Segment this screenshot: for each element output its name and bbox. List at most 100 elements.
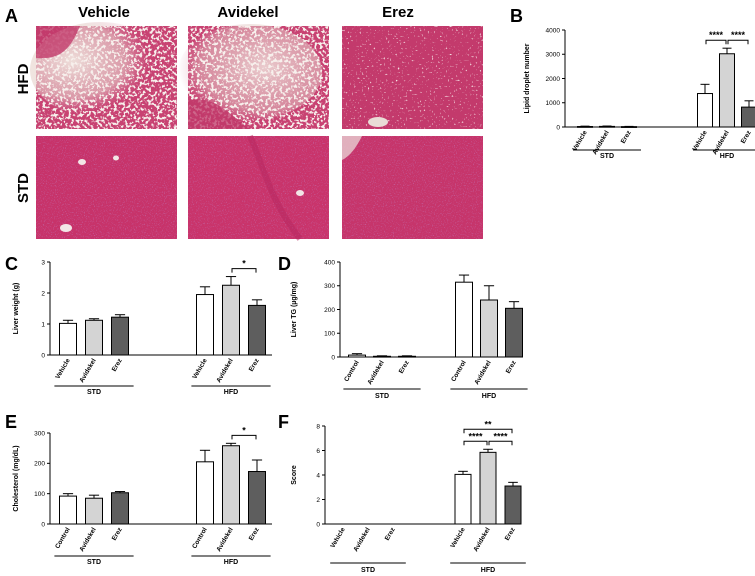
chart-c-significance-bracket bbox=[231, 268, 257, 273]
chart-e-cholesterol: E 0 100 200 300 Cholesterol (mg/dL) Control Avi… bbox=[5, 412, 272, 566]
chart-f-significance-label: **** bbox=[468, 431, 483, 441]
column-header-avidekel: Avidekel bbox=[217, 4, 278, 21]
chart-f-bar bbox=[504, 485, 522, 525]
chart-c-group-label: STD bbox=[87, 389, 101, 396]
chart-f-bar bbox=[385, 523, 401, 524]
chart-b-category-label: Vehicle bbox=[691, 129, 708, 152]
chart-c-bar bbox=[111, 316, 129, 356]
micrograph-hfd-vehicle bbox=[30, 22, 177, 129]
chart-d-category-label: Avidekel bbox=[366, 359, 385, 386]
chart-c-category-label: Erez bbox=[248, 357, 261, 373]
micrograph-std-vehicle bbox=[36, 136, 177, 239]
chart-d-category-label: Avidekel bbox=[473, 359, 492, 386]
chart-e-category-label: Avidekel bbox=[78, 526, 97, 553]
chart-c-bar bbox=[85, 319, 103, 356]
chart-f-bar bbox=[454, 473, 472, 525]
chart-b-category-label: Avidekel bbox=[591, 129, 610, 156]
chart-f-category-label: Erez bbox=[384, 526, 397, 542]
chart-b-ytick-label: 3000 bbox=[546, 52, 561, 59]
chart-b-significance-bracket bbox=[727, 39, 749, 45]
chart-b-ytick-label: 2000 bbox=[546, 76, 561, 83]
chart-d-category-label: Control bbox=[343, 359, 361, 383]
chart-d-category-label: Erez bbox=[398, 359, 411, 375]
chart-d-ylabel: Liver TG (µg/mg) bbox=[291, 282, 298, 338]
chart-e-bar bbox=[59, 495, 77, 525]
row-header-std: STD bbox=[15, 173, 32, 203]
chart-b-category-label: Avidekel bbox=[711, 129, 730, 156]
chart-c-significance-label: * bbox=[242, 259, 246, 269]
chart-b-bar bbox=[697, 93, 713, 128]
panel-e-label: E bbox=[5, 412, 17, 432]
chart-f-significance-bracket bbox=[488, 440, 513, 446]
chart-c-ytick-label: 2 bbox=[41, 290, 45, 297]
chart-f-bar bbox=[479, 451, 497, 525]
chart-d-ytick-label: 100 bbox=[324, 331, 335, 338]
chart-e-ylabel: Cholesterol (mg/dL) bbox=[13, 445, 20, 511]
chart-e-group-label: STD bbox=[87, 559, 101, 566]
chart-f-category-label: Erez bbox=[504, 526, 517, 542]
chart-b-category-label: Vehicle bbox=[571, 129, 588, 152]
chart-f-significance-label: **** bbox=[493, 431, 508, 441]
chart-b-category-label: Erez bbox=[740, 129, 753, 145]
chart-e-significance-bracket bbox=[231, 434, 257, 440]
chart-b-significance-label: **** bbox=[731, 30, 746, 40]
chart-b-ytick-label: 4000 bbox=[546, 27, 561, 34]
panel-b-label: B bbox=[510, 6, 523, 26]
chart-c-ytick-label: 1 bbox=[41, 321, 45, 328]
chart-f-ytick-label: 2 bbox=[316, 497, 320, 504]
chart-f-category-label: Vehicle bbox=[329, 526, 346, 549]
chart-e-bar bbox=[111, 492, 129, 525]
chart-d-liver-tg: D 0 100 200 300 400 Liver TG (µg/mg) Control Avi… bbox=[278, 254, 528, 400]
chart-d-category-label: Erez bbox=[505, 359, 518, 375]
chart-e-significance-label: * bbox=[242, 425, 246, 435]
chart-d-group-label: STD bbox=[375, 393, 389, 400]
chart-f-ytick-label: 4 bbox=[316, 472, 320, 479]
chart-b-ytick-label: 1000 bbox=[546, 100, 561, 107]
chart-b-significance-bracket bbox=[705, 39, 727, 45]
chart-e-ytick-label: 0 bbox=[41, 521, 45, 528]
chart-e-ytick-label: 100 bbox=[34, 491, 45, 498]
chart-f-ytick-label: 6 bbox=[316, 448, 320, 455]
chart-e-group-label: HFD bbox=[224, 559, 238, 566]
chart-d-bar bbox=[398, 355, 416, 358]
chart-d-bar bbox=[455, 281, 473, 358]
chart-b-lipid-droplets: B 0 1000 2000 3000 4000 Lipid droplet number Ve… bbox=[510, 6, 755, 160]
micrograph-hfd-avidekel bbox=[178, 24, 329, 129]
chart-d-group-label: HFD bbox=[482, 393, 496, 400]
chart-d-ytick-label: 400 bbox=[324, 259, 335, 266]
chart-b-ylabel: Lipid droplet number bbox=[524, 43, 531, 113]
chart-b-bar bbox=[741, 106, 755, 128]
panel-a-label: A bbox=[5, 6, 18, 26]
chart-e-bar bbox=[196, 461, 214, 525]
panel-c-label: C bbox=[5, 254, 18, 274]
column-header-erez: Erez bbox=[382, 4, 414, 21]
chart-c-group-label: HFD bbox=[224, 389, 238, 396]
chart-e-bar bbox=[248, 471, 266, 525]
chart-f-bar bbox=[360, 523, 376, 524]
chart-c-category-label: Vehicle bbox=[54, 357, 71, 380]
micrograph-hfd-erez bbox=[342, 26, 483, 129]
chart-e-ytick-label: 300 bbox=[34, 430, 45, 437]
chart-c-bar bbox=[59, 322, 77, 356]
chart-c-bar bbox=[196, 294, 214, 356]
chart-c-liver-weight: C 0 1 2 3 Liver weight (g) Vehicle Avidekel Erez… bbox=[5, 254, 272, 396]
chart-f-bar bbox=[335, 523, 351, 524]
chart-f-ylabel: Score bbox=[291, 465, 298, 485]
chart-c-ytick-label: 3 bbox=[41, 259, 45, 266]
chart-d-bar bbox=[373, 355, 391, 358]
chart-f-category-label: Avidekel bbox=[472, 526, 491, 553]
chart-b-bar bbox=[621, 126, 637, 128]
chart-d-ytick-label: 300 bbox=[324, 283, 335, 290]
chart-d-bar bbox=[505, 307, 523, 358]
micrograph-std-erez bbox=[342, 136, 483, 239]
chart-c-ylabel: Liver weight (g) bbox=[13, 283, 20, 335]
chart-b-significance-label: **** bbox=[709, 30, 724, 40]
chart-f-group-label: HFD bbox=[481, 567, 495, 574]
chart-e-ytick-label: 200 bbox=[34, 461, 45, 468]
chart-b-bar bbox=[599, 125, 615, 128]
chart-c-category-label: Vehicle bbox=[191, 357, 208, 380]
chart-b-ytick-label: 0 bbox=[556, 124, 560, 131]
chart-b-group-label: HFD bbox=[720, 153, 734, 160]
chart-f-significance-label: ** bbox=[484, 419, 492, 429]
